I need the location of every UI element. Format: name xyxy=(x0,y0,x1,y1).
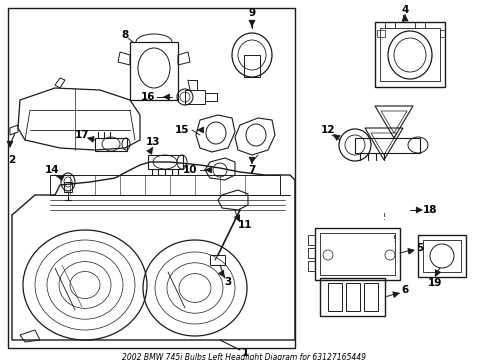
Text: !: ! xyxy=(391,235,395,244)
Text: 2: 2 xyxy=(8,155,16,165)
Bar xyxy=(307,235,314,245)
Bar xyxy=(346,283,359,311)
Text: 19: 19 xyxy=(427,278,441,288)
Bar xyxy=(374,22,444,87)
Bar xyxy=(50,175,280,195)
Text: 18: 18 xyxy=(422,205,436,215)
Text: 6: 6 xyxy=(401,285,408,295)
Bar xyxy=(148,155,183,169)
Bar xyxy=(184,90,204,104)
Bar xyxy=(204,93,217,101)
Bar xyxy=(307,261,314,271)
Text: 8: 8 xyxy=(121,30,128,40)
Bar xyxy=(417,235,465,277)
Text: 17: 17 xyxy=(75,130,89,140)
Bar xyxy=(379,28,439,81)
Text: 13: 13 xyxy=(145,137,160,147)
Bar xyxy=(314,228,399,280)
Text: 15: 15 xyxy=(174,125,189,135)
Bar xyxy=(95,138,127,151)
Text: 11: 11 xyxy=(237,220,252,230)
Text: 2002 BMW 745i Bulbs Left Headlight Diagram for 63127165449: 2002 BMW 745i Bulbs Left Headlight Diagr… xyxy=(122,352,366,360)
Text: 5: 5 xyxy=(415,243,423,253)
Text: 3: 3 xyxy=(224,277,231,287)
Bar xyxy=(376,30,384,37)
Text: 7: 7 xyxy=(248,165,255,175)
Bar xyxy=(327,283,341,311)
Bar xyxy=(363,283,377,311)
Bar xyxy=(64,182,72,192)
Text: 10: 10 xyxy=(183,165,197,175)
Text: 12: 12 xyxy=(320,125,335,135)
Bar xyxy=(439,30,444,37)
Text: 14: 14 xyxy=(44,165,59,175)
Text: 9: 9 xyxy=(248,8,255,18)
Bar xyxy=(354,138,419,153)
Bar xyxy=(307,248,314,258)
Text: 4: 4 xyxy=(401,5,408,15)
Text: !: ! xyxy=(382,213,385,222)
Bar xyxy=(209,255,224,265)
Bar xyxy=(422,240,460,272)
Text: 1: 1 xyxy=(241,348,248,358)
Bar xyxy=(319,278,384,316)
Bar xyxy=(130,42,178,100)
Text: 16: 16 xyxy=(141,92,155,102)
Bar xyxy=(8,8,294,348)
Bar xyxy=(319,233,394,275)
Bar xyxy=(244,55,260,77)
